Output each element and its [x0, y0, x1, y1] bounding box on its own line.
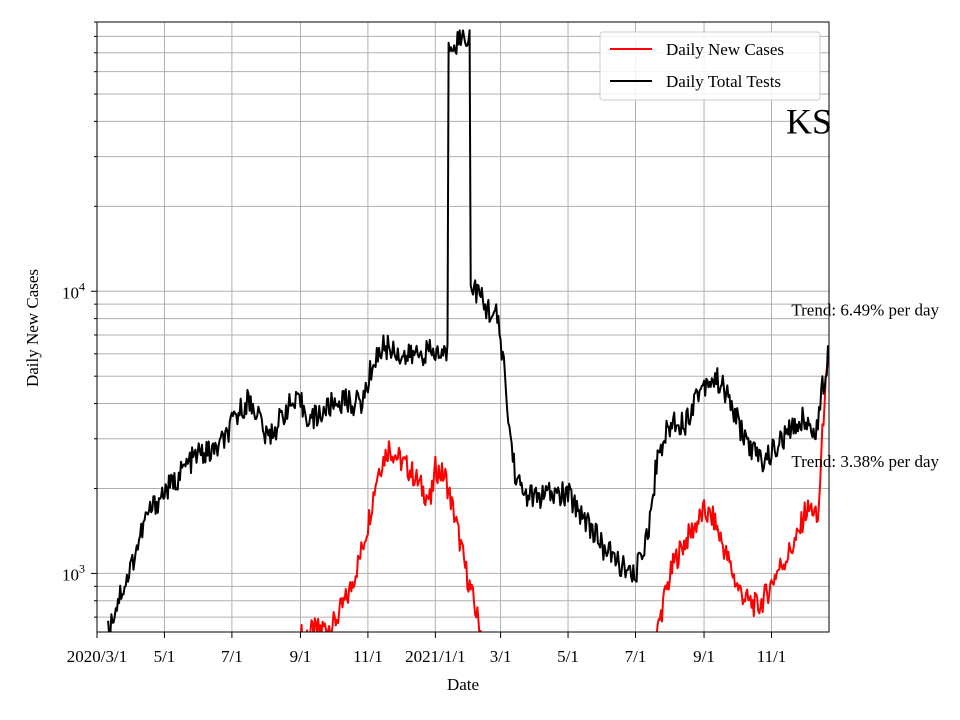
plot-frame — [96, 21, 830, 633]
x-axis-label: Date — [447, 675, 479, 694]
x-tick-label: 2020/3/1 — [67, 647, 127, 666]
x-tick-label: 5/1 — [557, 647, 579, 666]
legend-label-daily-new-cases: Daily New Cases — [666, 40, 784, 59]
axis-ticks: 2020/3/1 5/1 7/1 9/1 11/1 2021/1/1 3/1 5/1 7/1 9/… — [62, 21, 787, 666]
x-tick-label: 9/1 — [693, 647, 715, 666]
series-line-daily-new-cases — [300, 353, 829, 632]
x-tick-label: 11/1 — [757, 647, 787, 666]
x-tick-label: 3/1 — [490, 647, 512, 666]
x-tick-label: 9/1 — [290, 647, 312, 666]
legend-label-daily-total-tests: Daily Total Tests — [666, 72, 781, 91]
series-lines — [107, 29, 829, 632]
y-tick-label: 104 — [62, 279, 85, 302]
y-axis-label: Daily New Cases — [23, 269, 42, 387]
annotation-state-code: KS — [786, 101, 832, 141]
x-tick-label: 2021/1/1 — [405, 647, 465, 666]
annotations: Trend: 6.49% per day Trend: 3.38% per day… — [786, 101, 940, 471]
x-tick-label: 7/1 — [221, 647, 243, 666]
annotation-cases-trend: Trend: 6.49% per day — [791, 301, 939, 320]
series-line-daily-total-tests — [107, 29, 829, 632]
legend-box — [599, 31, 821, 101]
legend: Daily New Cases Daily Total Tests — [599, 31, 821, 101]
x-tick-label: 11/1 — [353, 647, 383, 666]
x-tick-label: 5/1 — [154, 647, 176, 666]
annotation-tests-trend: Trend: 3.38% per day — [791, 452, 939, 471]
x-tick-label: 7/1 — [625, 647, 647, 666]
y-tick-label: 103 — [62, 561, 85, 584]
